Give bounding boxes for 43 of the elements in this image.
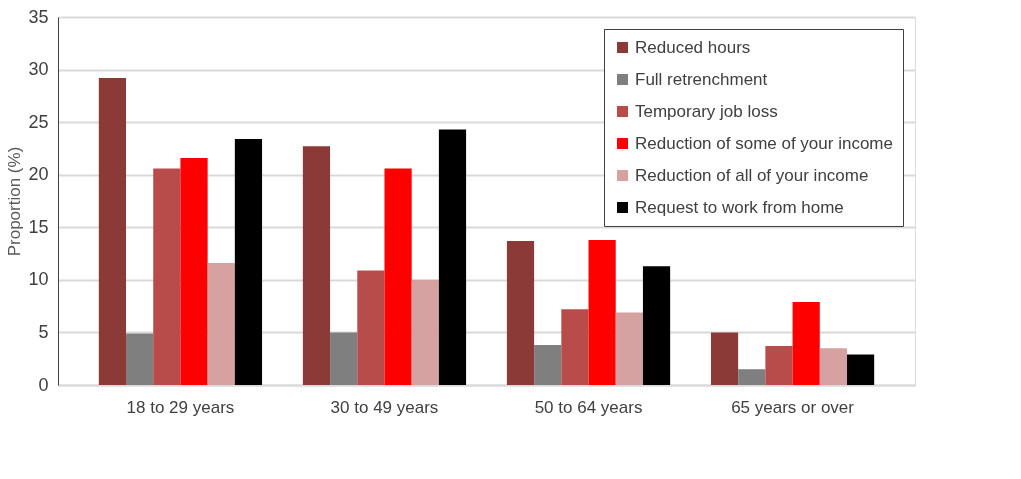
y-tick-label: 5 [38, 321, 49, 342]
bar [819, 348, 847, 385]
bar [561, 309, 589, 385]
legend-label: Reduction of all of your income [635, 165, 869, 185]
x-tick-label: 50 to 64 years [534, 397, 643, 417]
bar [615, 312, 643, 385]
bar [765, 346, 793, 385]
bar [846, 354, 875, 385]
legend-label: Reduction of some of your income [635, 133, 893, 153]
bar [438, 129, 467, 385]
bar [180, 157, 208, 385]
x-tick-label: 65 years or over [731, 397, 855, 417]
bar [126, 333, 154, 385]
bar [534, 345, 562, 385]
x-tick-label: 30 to 49 years [330, 397, 439, 417]
bar [642, 266, 671, 385]
bar [710, 332, 739, 385]
bar [384, 168, 412, 385]
bar [588, 239, 616, 385]
x-tick-label: 18 to 29 years [126, 397, 235, 417]
legend-label: Temporary job loss [635, 101, 778, 121]
y-axis-title: Proportion (%) [5, 146, 25, 257]
legend-label: Reduced hours [635, 37, 751, 57]
bar [234, 138, 263, 385]
bar [207, 263, 235, 385]
bar [738, 369, 766, 385]
bar [153, 168, 181, 385]
bar [302, 146, 331, 385]
y-tick-label: 20 [28, 164, 49, 185]
bar [98, 77, 127, 385]
y-tick-label: 35 [28, 6, 49, 27]
bar [506, 240, 535, 385]
bar [792, 301, 820, 385]
y-tick-label: 15 [28, 216, 49, 237]
legend-label: Full retrenchment [635, 69, 768, 89]
y-tick-label: 10 [28, 269, 49, 290]
y-tick-label: 30 [28, 59, 49, 80]
bar [411, 279, 439, 385]
legend-label: Request to work from home [635, 197, 844, 217]
y-tick-label: 0 [38, 374, 49, 395]
bar [357, 270, 385, 385]
y-tick-label: 25 [28, 111, 49, 132]
bar [330, 332, 358, 385]
